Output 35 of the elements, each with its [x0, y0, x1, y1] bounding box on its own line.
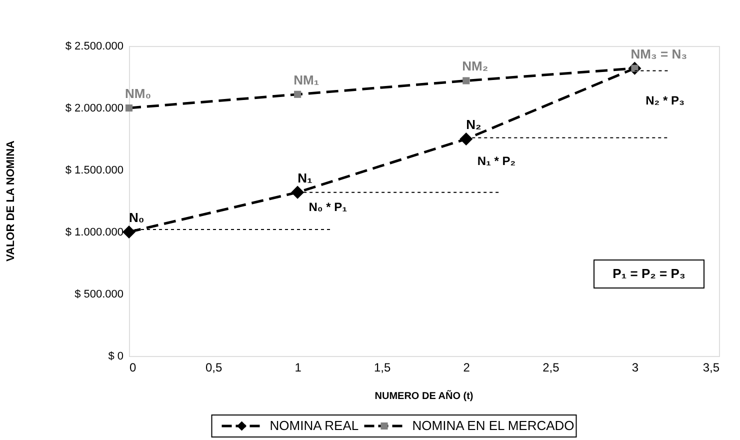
point	[460, 132, 473, 146]
x-tick-label: 3	[632, 360, 639, 374]
legend-label: NOMINA REAL	[270, 418, 359, 433]
y-tick-label: $ 500.000	[74, 288, 124, 300]
data-label: N₀	[129, 210, 144, 225]
annotation: N₁ * P₂	[477, 154, 516, 168]
point	[462, 77, 470, 84]
annotation: P₁ = P₂ = P₃	[612, 266, 686, 281]
data-label: N₂	[466, 117, 482, 132]
x-tick-label: 0,5	[205, 360, 222, 374]
y-tick-label: $ 1.000.000	[65, 226, 124, 238]
point	[291, 186, 304, 199]
x-tick-label: 3,5	[702, 360, 720, 374]
point	[122, 225, 136, 239]
annotation: N₂ * P₃	[646, 93, 684, 108]
x-axis-title: NUMERO DE AÑO (t)	[374, 390, 474, 402]
x-tick-label: 0	[130, 360, 136, 374]
y-tick-label: $ 0	[108, 350, 124, 362]
data-label: NM₀	[125, 86, 152, 101]
x-tick-label: 1,5	[374, 360, 392, 374]
annotation: N₀ * P₁	[308, 200, 348, 214]
x-tick-label: 2	[463, 360, 470, 374]
point	[125, 104, 133, 112]
data-label: NM₁	[294, 72, 320, 88]
data-label: NM₂	[462, 58, 488, 74]
y-tick-label: $ 1.500.000	[65, 164, 124, 176]
y-tick-label: $ 2.000.000	[65, 102, 124, 114]
data-label: NM₃ = N₃	[630, 46, 688, 62]
y-axis-title: VALOR DE LA NOMINA	[5, 140, 17, 262]
y-tick-label: $ 2.500.000	[65, 40, 124, 52]
point	[294, 90, 302, 98]
legend-label: NOMINA EN EL MERCADO	[412, 418, 574, 433]
x-tick-label: 2,5	[542, 360, 560, 374]
data-label: N₁	[298, 170, 312, 186]
x-tick-label: 1	[294, 360, 302, 374]
